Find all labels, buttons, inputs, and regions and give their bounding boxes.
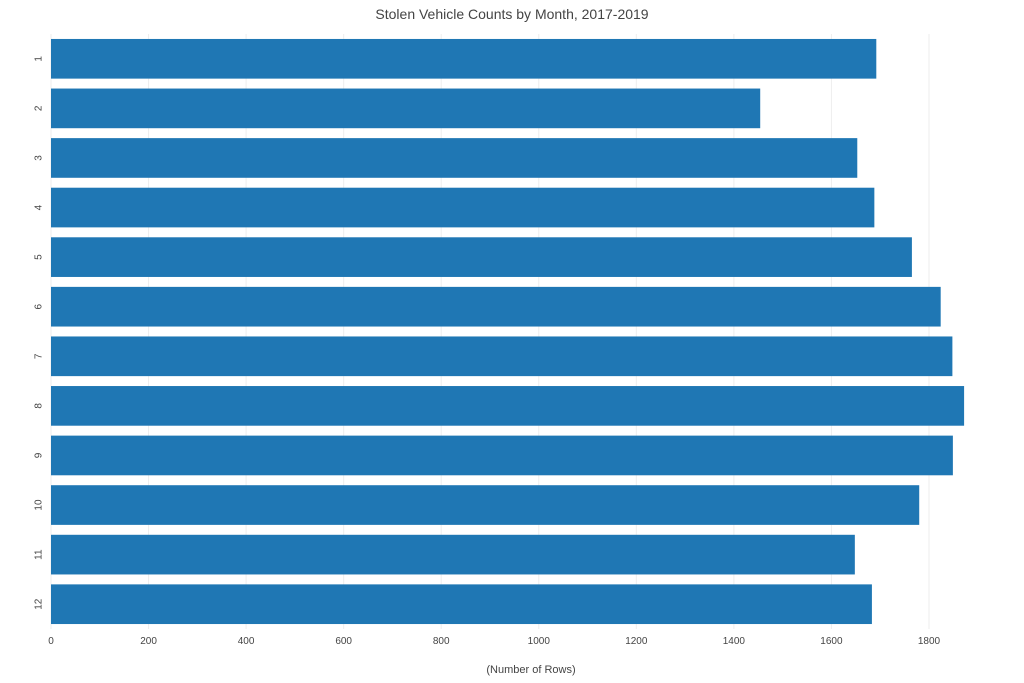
x-tick-label: 400	[238, 636, 255, 647]
bar-month-7[interactable]	[51, 336, 953, 377]
bar-month-8[interactable]	[51, 386, 965, 426]
y-tick-label: 11	[34, 549, 45, 560]
y-tick-label: 1	[34, 56, 45, 62]
x-tick-label: 1800	[918, 636, 941, 647]
y-tick-label: 9	[34, 452, 45, 458]
y-tick-label: 7	[34, 353, 45, 359]
bar-month-3[interactable]	[51, 138, 858, 178]
y-tick-label: 12	[34, 598, 45, 610]
y-tick-label: 3	[34, 155, 45, 161]
bar-month-10[interactable]	[51, 485, 920, 525]
x-axis: 0 200 400 600 800 1000 1200 1400 1600 1800	[48, 636, 940, 647]
x-tick-label: 1400	[723, 636, 746, 647]
x-tick-label: 1000	[528, 636, 551, 647]
x-tick-label: 1200	[625, 636, 648, 647]
x-tick-label: 600	[335, 636, 352, 647]
bar-month-2[interactable]	[51, 88, 761, 129]
y-tick-label: 6	[34, 303, 45, 309]
x-axis-title: (Number of Rows)	[486, 664, 575, 676]
bars	[51, 38, 965, 625]
bar-month-5[interactable]	[51, 237, 912, 277]
y-tick-label: 2	[34, 105, 45, 111]
bar-month-12[interactable]	[51, 584, 872, 625]
y-tick-label: 8	[34, 403, 45, 409]
y-tick-label: 4	[34, 204, 45, 210]
chart-title: Stolen Vehicle Counts by Month, 2017-201…	[375, 6, 648, 22]
x-tick-label: 800	[433, 636, 450, 647]
x-tick-label: 1600	[820, 636, 843, 647]
x-tick-label: 0	[48, 636, 54, 647]
bar-month-9[interactable]	[51, 435, 953, 476]
y-tick-label: 5	[34, 254, 45, 260]
bar-month-4[interactable]	[51, 187, 875, 228]
bar-month-1[interactable]	[51, 38, 877, 79]
y-tick-label: 10	[34, 499, 45, 511]
bar-month-11[interactable]	[51, 534, 855, 575]
grid-lines	[50, 34, 930, 629]
bar-month-6[interactable]	[51, 286, 941, 327]
x-tick-label: 200	[140, 636, 157, 647]
